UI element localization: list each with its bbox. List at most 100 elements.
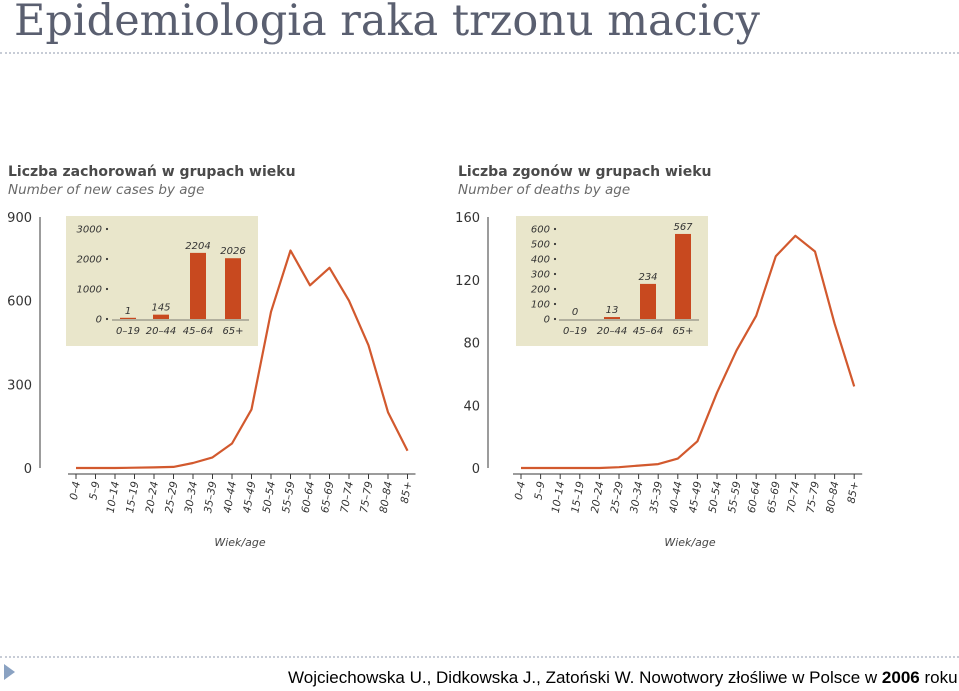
incidence-inset-category-label: 65+ [222, 326, 243, 337]
mortality-inset-y-tick-dot [553, 242, 557, 246]
incidence-title: Liczba zachorowań w grupach wieku [8, 164, 296, 180]
mortality-x-tick-label: 55–59 [726, 480, 743, 514]
incidence-inset: 0 1000 2000 3000 1 0–19 145 20–44 2204 45–64 2026 6… [66, 216, 258, 346]
mortality-x-tick-label: 50–54 [707, 480, 724, 514]
incidence-x-tick-label: 65–69 [319, 480, 336, 514]
mortality-x-tick-label: 65–69 [765, 480, 782, 514]
title-divider [0, 52, 959, 54]
incidence-x-tick-label: 30–34 [183, 480, 200, 514]
incidence-inset-bar [153, 314, 169, 319]
incidence-x-tick-label: 40–44 [222, 480, 239, 514]
mortality-x-tick-label: 80–84 [824, 480, 841, 514]
mortality-x-tick-label: 30–34 [628, 480, 645, 514]
mortality-inset-y-tick-dot [553, 302, 557, 306]
mortality-inset-bar-label: 234 [638, 272, 657, 283]
mortality-inset-category-label: 20–44 [597, 326, 627, 337]
mortality-inset-bar [675, 233, 691, 319]
incidence-x-tick-label: 85+ [399, 480, 415, 504]
mortality-series-line [521, 234, 856, 470]
mortality-x-tick-label: 0–4 [513, 480, 528, 500]
incidence-y-tick-label: 0 [24, 462, 32, 477]
citation: Wojciechowska U., Didkowska J., Zatoński… [288, 668, 959, 688]
mortality-x-tick-label: 60–64 [746, 480, 763, 514]
citation-year: 2006 [881, 668, 920, 687]
incidence-x-tick-label: 55–59 [280, 480, 297, 514]
mortality-y-tick-label: 160 [455, 211, 480, 226]
incidence-inset-bar-label: 145 [151, 303, 170, 314]
mortality-inset-y-tick-label: 400 [531, 255, 550, 266]
mortality-inset: 0 100 200 300 400 500 600 0 0–19 13 20–44 234 45–64 5… [516, 216, 708, 346]
mortality-inset-y-tick-label: 300 [531, 270, 550, 281]
mortality-inset-bar-label: 13 [606, 305, 619, 316]
incidence-x-label: Wiek/age [214, 536, 265, 549]
incidence-x-tick-label: 50–54 [261, 480, 278, 514]
incidence-x-tick-label: 35–39 [202, 480, 219, 514]
footer-divider [0, 656, 959, 658]
mortality-inset-bar-label: 567 [673, 222, 693, 233]
incidence-x-tick-label: 20–24 [144, 480, 161, 514]
incidence-x-tick-label: 60–64 [300, 480, 317, 514]
incidence-inset-y-tick-label: 0 [96, 315, 102, 326]
citation-end: roku. [919, 668, 959, 687]
mortality-x-tick-label: 40–44 [667, 480, 684, 514]
incidence-x-tick-label: 0–4 [68, 480, 83, 500]
mortality-x-tick-label: 45–49 [687, 480, 704, 514]
mortality-inset-y-tick-dot [553, 317, 557, 321]
slide-title: Epidemiologia raka trzonu macicy [14, 0, 760, 46]
mortality-inset-y-tick-label: 200 [531, 285, 550, 296]
mortality-y-tick-label: 0 [472, 462, 480, 477]
incidence-inset-y-tick-dot [105, 257, 109, 261]
citation-text: Wojciechowska U., Didkowska J., Zatoński… [288, 668, 882, 687]
mortality-inset-y-tick-dot [553, 272, 557, 276]
incidence-y-tick-label: 900 [7, 211, 32, 226]
mortality-y-tick-label: 80 [463, 337, 480, 352]
incidence-inset-category-label: 20–44 [146, 326, 176, 337]
incidence-x-tick-label: 10–14 [105, 480, 122, 514]
incidence-inset-bar-label: 2026 [220, 246, 245, 257]
mortality-y-tick-label: 120 [455, 274, 480, 289]
incidence-inset-y-tick-dot [105, 317, 109, 321]
mortality-x-tick-label: 25–29 [609, 480, 626, 514]
incidence-y-tick-label: 600 [7, 295, 32, 310]
incidence-x-tick-label: 70–74 [339, 480, 356, 514]
mortality-x-tick-label: 85+ [845, 480, 861, 504]
mortality-title: Liczba zgonów w grupach wieku [458, 164, 712, 180]
mortality-x-tick-label: 20–24 [589, 480, 606, 514]
incidence-inset-y-tick-label: 2000 [77, 255, 102, 266]
mortality-inset-y-tick-label: 0 [544, 315, 550, 326]
incidence-inset-y-tick-label: 1000 [77, 285, 102, 296]
incidence-x-tick-label: 80–84 [378, 480, 395, 514]
mortality-inset-category-label: 65+ [672, 326, 693, 337]
mortality-inset-category-label: 45–64 [633, 326, 663, 337]
mortality-x-tick-label: 35–39 [648, 480, 665, 514]
mortality-x-tick-label: 10–14 [550, 480, 567, 514]
bullet-triangle-icon [4, 664, 15, 680]
incidence-inset-bar-label: 1 [125, 306, 131, 317]
incidence-y-tick-label: 300 [7, 378, 32, 393]
mortality-inset-bar [640, 283, 656, 319]
mortality-x-tick-label: 15–19 [569, 480, 586, 514]
mortality-inset-y-tick-dot [553, 227, 557, 231]
incidence-subtitle: Number of new cases by age [8, 182, 204, 198]
mortality-inset-y-tick-label: 100 [531, 300, 550, 311]
mortality-inset-bar-label: 0 [572, 307, 578, 318]
mortality-inset-bar [604, 317, 620, 319]
mortality-inset-category-label: 0–19 [563, 326, 587, 337]
mortality-inset-y-tick-dot [553, 257, 557, 261]
mortality-x-tick-label: 5–9 [533, 480, 548, 501]
mortality-chart: Liczba zgonów w grupach wieku Number of d… [455, 164, 863, 549]
incidence-inset-bar-label: 2204 [185, 241, 210, 252]
incidence-inset-y-tick-label: 3000 [77, 225, 102, 236]
incidence-inset-y-tick-dot [105, 227, 109, 231]
incidence-chart: Liczba zachorowań w grupach wieku Number … [7, 164, 416, 549]
mortality-inset-y-tick-dot [553, 287, 557, 291]
mortality-inset-y-tick-label: 600 [531, 225, 550, 236]
incidence-inset-category-label: 0–19 [116, 326, 140, 337]
incidence-x-tick-label: 5–9 [87, 480, 102, 501]
incidence-series-line [76, 249, 409, 470]
incidence-inset-category-label: 45–64 [183, 326, 213, 337]
incidence-x-tick-label: 25–29 [163, 480, 180, 514]
mortality-y-tick-label: 40 [463, 399, 480, 414]
incidence-inset-bar [120, 317, 136, 319]
